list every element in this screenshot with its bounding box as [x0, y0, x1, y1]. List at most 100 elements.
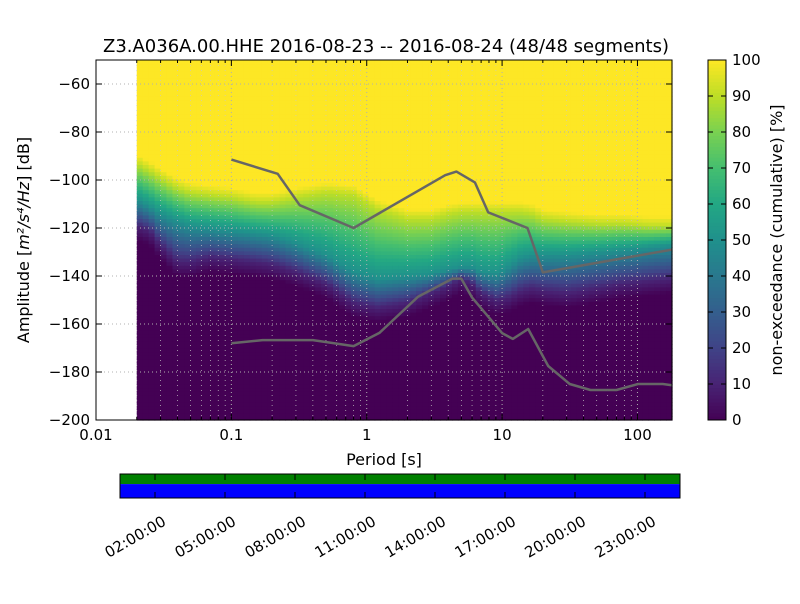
- heatmap-cell: [297, 60, 304, 65]
- heatmap-cell: [148, 74, 156, 79]
- heatmap-cell: [231, 114, 239, 119]
- heatmap-cell: [374, 348, 382, 353]
- heatmap-cell: [220, 207, 227, 212]
- heatmap-cell: [321, 229, 328, 234]
- heatmap-cell: [279, 380, 287, 385]
- heatmap-cell: [142, 150, 150, 155]
- heatmap-cell: [279, 301, 287, 306]
- heatmap-cell: [398, 63, 405, 68]
- heatmap-cell: [202, 74, 209, 79]
- heatmap-cell: [374, 340, 382, 345]
- heatmap-cell: [190, 409, 197, 414]
- heatmap-cell: [136, 308, 144, 313]
- heatmap-cell: [267, 276, 275, 281]
- heatmap-cell: [273, 67, 281, 72]
- heatmap-cell: [148, 416, 156, 421]
- heatmap-cell: [285, 139, 292, 144]
- heatmap-cell: [202, 200, 209, 205]
- heatmap-cell: [279, 258, 287, 263]
- heatmap-cell: [243, 218, 251, 223]
- heatmap-cell: [350, 164, 358, 169]
- heatmap-cell: [160, 330, 168, 335]
- heatmap-cell: [350, 232, 358, 237]
- heatmap-cell: [404, 276, 411, 281]
- heatmap-cell: [214, 204, 221, 209]
- heatmap-cell: [422, 182, 429, 187]
- heatmap-cell: [368, 283, 376, 288]
- heatmap-cell: [297, 394, 304, 399]
- heatmap-cell: [214, 330, 221, 335]
- heatmap-cell: [225, 171, 233, 176]
- heatmap-cell: [202, 412, 209, 417]
- heatmap-cell: [309, 103, 316, 108]
- heatmap-cell: [380, 333, 388, 338]
- heatmap-cell: [190, 240, 197, 245]
- heatmap-cell: [297, 387, 304, 392]
- heatmap-cell: [202, 106, 209, 111]
- heatmap-cell: [220, 142, 227, 147]
- heatmap-cell: [309, 398, 316, 403]
- heatmap-cell: [178, 351, 185, 356]
- heatmap-cell: [273, 186, 281, 191]
- heatmap-cell: [243, 308, 251, 313]
- heatmap-cell: [285, 391, 292, 396]
- heatmap-cell: [386, 394, 394, 399]
- heatmap-cell: [243, 348, 251, 353]
- heatmap-cell: [273, 117, 281, 122]
- heatmap-cell: [154, 128, 162, 133]
- heatmap-cell: [202, 243, 209, 248]
- heatmap-cell: [184, 178, 191, 183]
- heatmap-cell: [338, 178, 346, 183]
- heatmap-cell: [338, 340, 346, 345]
- heatmap-cell: [273, 355, 281, 360]
- heatmap-cell: [404, 387, 411, 392]
- heatmap-cell: [142, 416, 150, 421]
- heatmap-cell: [172, 265, 179, 270]
- heatmap-cell: [196, 63, 203, 68]
- heatmap-cell: [338, 92, 346, 97]
- heatmap-cell: [142, 344, 150, 349]
- heatmap-cell: [333, 326, 340, 331]
- heatmap-cell: [356, 258, 364, 263]
- heatmap-cell: [392, 124, 400, 129]
- heatmap-cell: [172, 369, 179, 374]
- heatmap-cell: [202, 279, 209, 284]
- heatmap-cell: [208, 391, 215, 396]
- heatmap-cell: [416, 204, 423, 209]
- heatmap-cell: [243, 286, 251, 291]
- heatmap-cell: [202, 294, 209, 299]
- heatmap-cell: [154, 268, 162, 273]
- heatmap-cell: [362, 110, 370, 115]
- heatmap-cell: [225, 373, 233, 378]
- heatmap-cell: [184, 153, 191, 158]
- heatmap-cell: [338, 214, 346, 219]
- heatmap-cell: [344, 384, 352, 389]
- heatmap-cell: [172, 283, 179, 288]
- heatmap-cell: [398, 301, 405, 306]
- heatmap-cell: [356, 405, 364, 410]
- heatmap-cell: [356, 232, 364, 237]
- heatmap-cell: [404, 294, 411, 299]
- heatmap-cell: [178, 409, 185, 414]
- heatmap-cell: [267, 99, 275, 104]
- heatmap-cell: [327, 78, 334, 83]
- heatmap-cell: [136, 160, 144, 165]
- heatmap-cell: [356, 70, 364, 75]
- heatmap-cell: [243, 200, 251, 205]
- heatmap-cell: [273, 402, 281, 407]
- heatmap-cell: [333, 142, 340, 147]
- heatmap-cell: [410, 218, 417, 223]
- heatmap-cell: [285, 405, 292, 410]
- heatmap-cell: [297, 333, 304, 338]
- heatmap-cell: [404, 175, 411, 180]
- heatmap-cell: [178, 114, 185, 119]
- heatmap-cell: [172, 211, 179, 216]
- heatmap-cell: [303, 207, 310, 212]
- heatmap-cell: [410, 294, 417, 299]
- heatmap-cell: [249, 240, 257, 245]
- heatmap-cell: [154, 387, 162, 392]
- heatmap-cell: [410, 85, 417, 90]
- heatmap-cell: [273, 70, 281, 75]
- heatmap-cell: [267, 243, 275, 248]
- heatmap-cell: [386, 110, 394, 115]
